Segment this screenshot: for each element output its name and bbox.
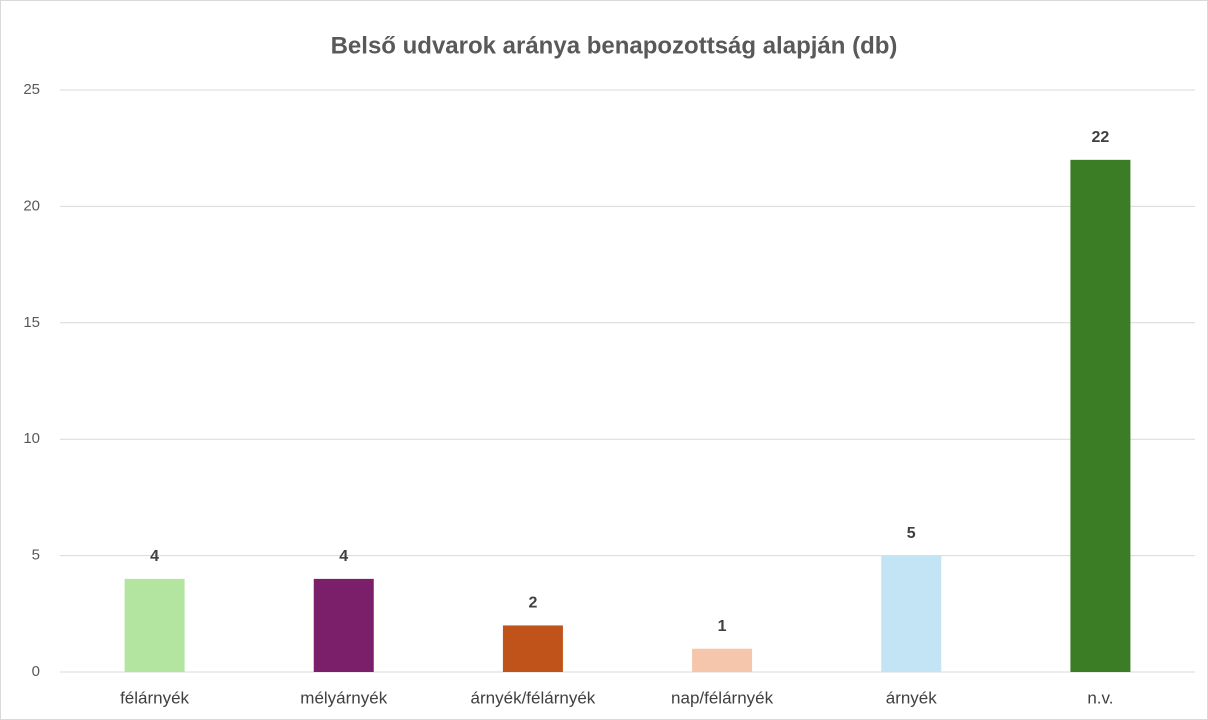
x-tick-label: n.v.	[1087, 688, 1113, 707]
data-label: 4	[339, 548, 348, 565]
x-tick-label: félárnyék	[120, 688, 189, 707]
bar	[881, 555, 942, 672]
bar	[692, 648, 753, 672]
bar	[502, 625, 563, 672]
bar	[313, 578, 374, 672]
x-tick-label: nap/félárnyék	[671, 688, 774, 707]
data-label: 1	[718, 618, 727, 635]
x-tick-label: árnyék	[886, 688, 938, 707]
data-label: 5	[907, 525, 916, 542]
y-tick-label: 0	[32, 663, 40, 680]
y-tick-label: 5	[32, 547, 40, 564]
x-tick-label: mélyárnyék	[300, 688, 387, 707]
bar	[1070, 159, 1131, 673]
bar	[124, 578, 185, 672]
x-tick-label: árnyék/félárnyék	[471, 688, 596, 707]
y-tick-label: 15	[23, 314, 40, 331]
data-label: 22	[1092, 129, 1110, 146]
y-tick-label: 25	[23, 81, 40, 98]
data-label: 4	[150, 548, 159, 565]
data-label: 2	[528, 595, 537, 612]
chart-title: Belső udvarok aránya benapozottság alapj…	[331, 32, 898, 59]
y-tick-label: 10	[23, 430, 40, 447]
y-tick-label: 20	[23, 197, 40, 214]
